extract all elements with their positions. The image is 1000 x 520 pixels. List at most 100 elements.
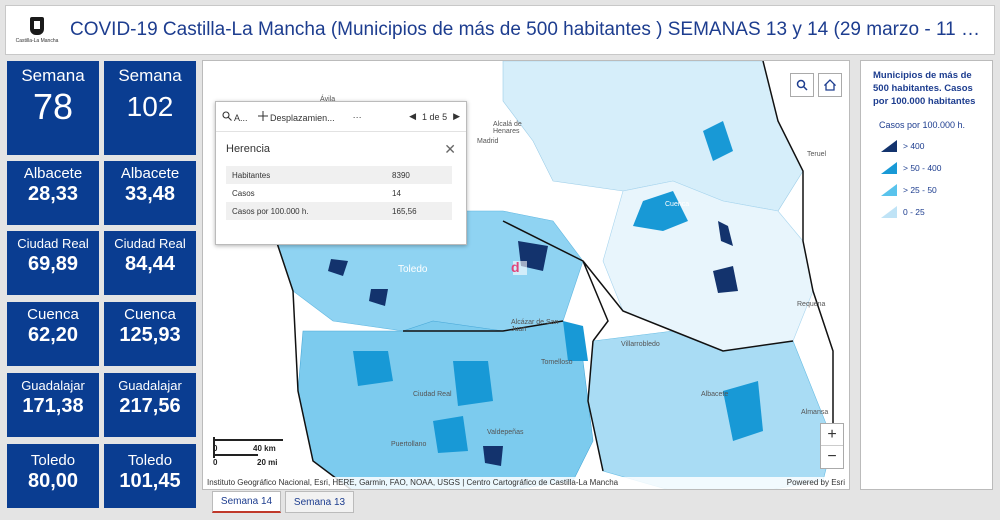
indicator-label: Albacete	[120, 165, 180, 182]
attr-value: 165,56	[386, 202, 452, 220]
attr-value: 8390	[386, 166, 452, 184]
popup-pan-action[interactable]: Desplazamien...	[257, 110, 335, 123]
indicator-label: Guadalajar	[21, 378, 85, 393]
place-label: Alcázar de San Juan	[511, 319, 559, 333]
castilla-la-mancha-logo: Castilla-La Mancha	[14, 10, 60, 50]
next-icon[interactable]: ▶	[453, 111, 460, 121]
tab-semana-13[interactable]: Semana 13	[285, 491, 354, 513]
popup-attributes-table: Habitantes 8390 Casos 14 Casos por 100.000…	[226, 166, 452, 220]
zoom-in-button[interactable]: +	[821, 424, 843, 446]
popup-more-button[interactable]: ···	[352, 111, 362, 122]
place-label: Puertollano	[391, 441, 427, 448]
place-label: Cuenca	[665, 201, 690, 208]
legend-label: > 400	[903, 141, 925, 151]
popup-pan-label: Desplazamien...	[270, 112, 335, 123]
place-label: Requena	[797, 301, 826, 308]
indicator-label: Semana	[21, 66, 85, 85]
home-icon	[824, 79, 836, 91]
place-label: Almansa	[801, 409, 829, 416]
attr-field: Habitantes	[226, 166, 387, 184]
feature-popup: A... Desplazamien... ··· ◀ 1 de 5 ▶ Here…	[215, 101, 467, 245]
table-row: Habitantes 8390	[226, 166, 452, 184]
legend-label: 0 - 25	[903, 207, 925, 217]
legend-label: > 25 - 50	[903, 185, 937, 195]
search-button[interactable]	[790, 73, 814, 97]
popup-zoom-action[interactable]: A...	[222, 110, 248, 123]
indicator-value: 33,48	[124, 183, 176, 205]
dashboard-title: COVID-19 Castilla-La Mancha (Municipios …	[70, 19, 990, 40]
indicator-label: Ciudad Real	[114, 236, 186, 251]
indicator-ciudad-real-14: Ciudad Real 84,44	[104, 231, 196, 295]
indicator-label: Guadalajar	[118, 378, 182, 393]
popup-zoom-label: A...	[234, 112, 248, 123]
place-label: Tomelloso	[541, 359, 573, 366]
place-label: Madrid	[477, 138, 499, 145]
table-row: Casos 14	[226, 184, 452, 202]
legend-title: Municipios de más de 500 habitantes. Cas…	[873, 70, 976, 107]
legend-swatch	[881, 140, 897, 152]
attr-value: 14	[386, 184, 452, 202]
place-label: Villarrobledo	[621, 341, 660, 348]
selected-municipality-marker[interactable]: d	[511, 259, 520, 275]
indicator-albacete-13: Albacete 28,33	[7, 161, 99, 225]
indicator-value: 78	[32, 86, 74, 127]
legend-swatch	[881, 206, 897, 218]
indicator-label: Cuenca	[27, 306, 79, 323]
legend-item: > 400	[861, 140, 992, 152]
zoom-control: + −	[820, 423, 844, 469]
scale-zero-mi: 0	[213, 458, 218, 467]
indicator-label: Toledo	[30, 452, 76, 469]
pan-icon	[257, 110, 268, 121]
legend-panel: Municipios de más de 500 habitantes. Cas…	[860, 60, 993, 490]
place-label: Ávila	[320, 96, 336, 103]
place-label: Ciudad Real	[413, 391, 452, 398]
choropleth-map[interactable]: Ávila Alcalá de Henares Madrid Teruel Cu…	[202, 60, 850, 490]
place-label: Albacete	[701, 391, 729, 398]
zoom-out-button[interactable]: −	[827, 448, 837, 465]
scale-bar-lines	[213, 437, 283, 458]
popup-header: Herencia ✕	[216, 132, 466, 166]
powered-by-esri[interactable]: Powered by Esri	[786, 478, 845, 487]
place-label: Toledo	[398, 264, 428, 275]
indicator-guadalajara-14: Guadalajar 217,56	[104, 373, 196, 437]
indicator-label: Semana	[118, 66, 182, 85]
indicator-value: 102	[126, 91, 174, 122]
scale-zero: 0	[213, 444, 218, 453]
map-canvas[interactable]	[203, 61, 850, 490]
previous-icon[interactable]: ◀	[409, 111, 417, 121]
attr-field: Casos	[226, 184, 387, 202]
indicator-value: 80,00	[27, 470, 79, 492]
tab-semana-14[interactable]: Semana 14	[212, 491, 281, 513]
popup-title: Herencia	[226, 143, 271, 155]
legend-item: 0 - 25	[861, 206, 992, 218]
indicator-value: 171,38	[22, 395, 84, 417]
legend-item: > 25 - 50	[861, 184, 992, 196]
legend-item: > 50 - 400	[861, 162, 992, 174]
place-label: Valdepeñas	[487, 429, 524, 436]
indicator-cuenca-13: Cuenca 62,20	[7, 302, 99, 366]
zoom-to-icon	[222, 110, 232, 121]
indicator-label: Cuenca	[124, 306, 176, 323]
indicator-toledo-14: Toledo 101,45	[104, 444, 196, 508]
indicator-week-13: Semana 78	[7, 61, 99, 155]
indicator-cuenca-14: Cuenca 125,93	[104, 302, 196, 366]
indicator-toledo-13: Toledo 80,00	[7, 444, 99, 508]
close-icon[interactable]: ✕	[444, 140, 456, 157]
popup-pager-text: 1 de 5	[422, 111, 448, 122]
indicator-value: 69,89	[27, 253, 79, 275]
indicator-value: 28,33	[27, 183, 79, 205]
indicator-value: 217,56	[119, 395, 181, 417]
scale-km-label: 40 km	[253, 444, 276, 453]
home-button[interactable]	[818, 73, 842, 97]
dashboard-header: Castilla-La Mancha COVID-19 Castilla-La …	[5, 5, 995, 55]
place-label: Alcalá de Henares	[493, 121, 522, 135]
indicator-guadalajara-13: Guadalajar 171,38	[7, 373, 99, 437]
crest-icon	[30, 16, 44, 35]
indicator-value: 62,20	[27, 324, 79, 346]
map-attribution: Instituto Geográfico Nacional, Esri, HER…	[203, 477, 849, 489]
popup-pager: ◀ 1 de 5 ▶	[409, 111, 460, 122]
indicator-value: 84,44	[124, 253, 176, 275]
logo-text: Castilla-La Mancha	[15, 37, 59, 44]
attribution-text: Instituto Geográfico Nacional, Esri, HER…	[207, 478, 619, 487]
legend-swatch	[881, 184, 897, 196]
